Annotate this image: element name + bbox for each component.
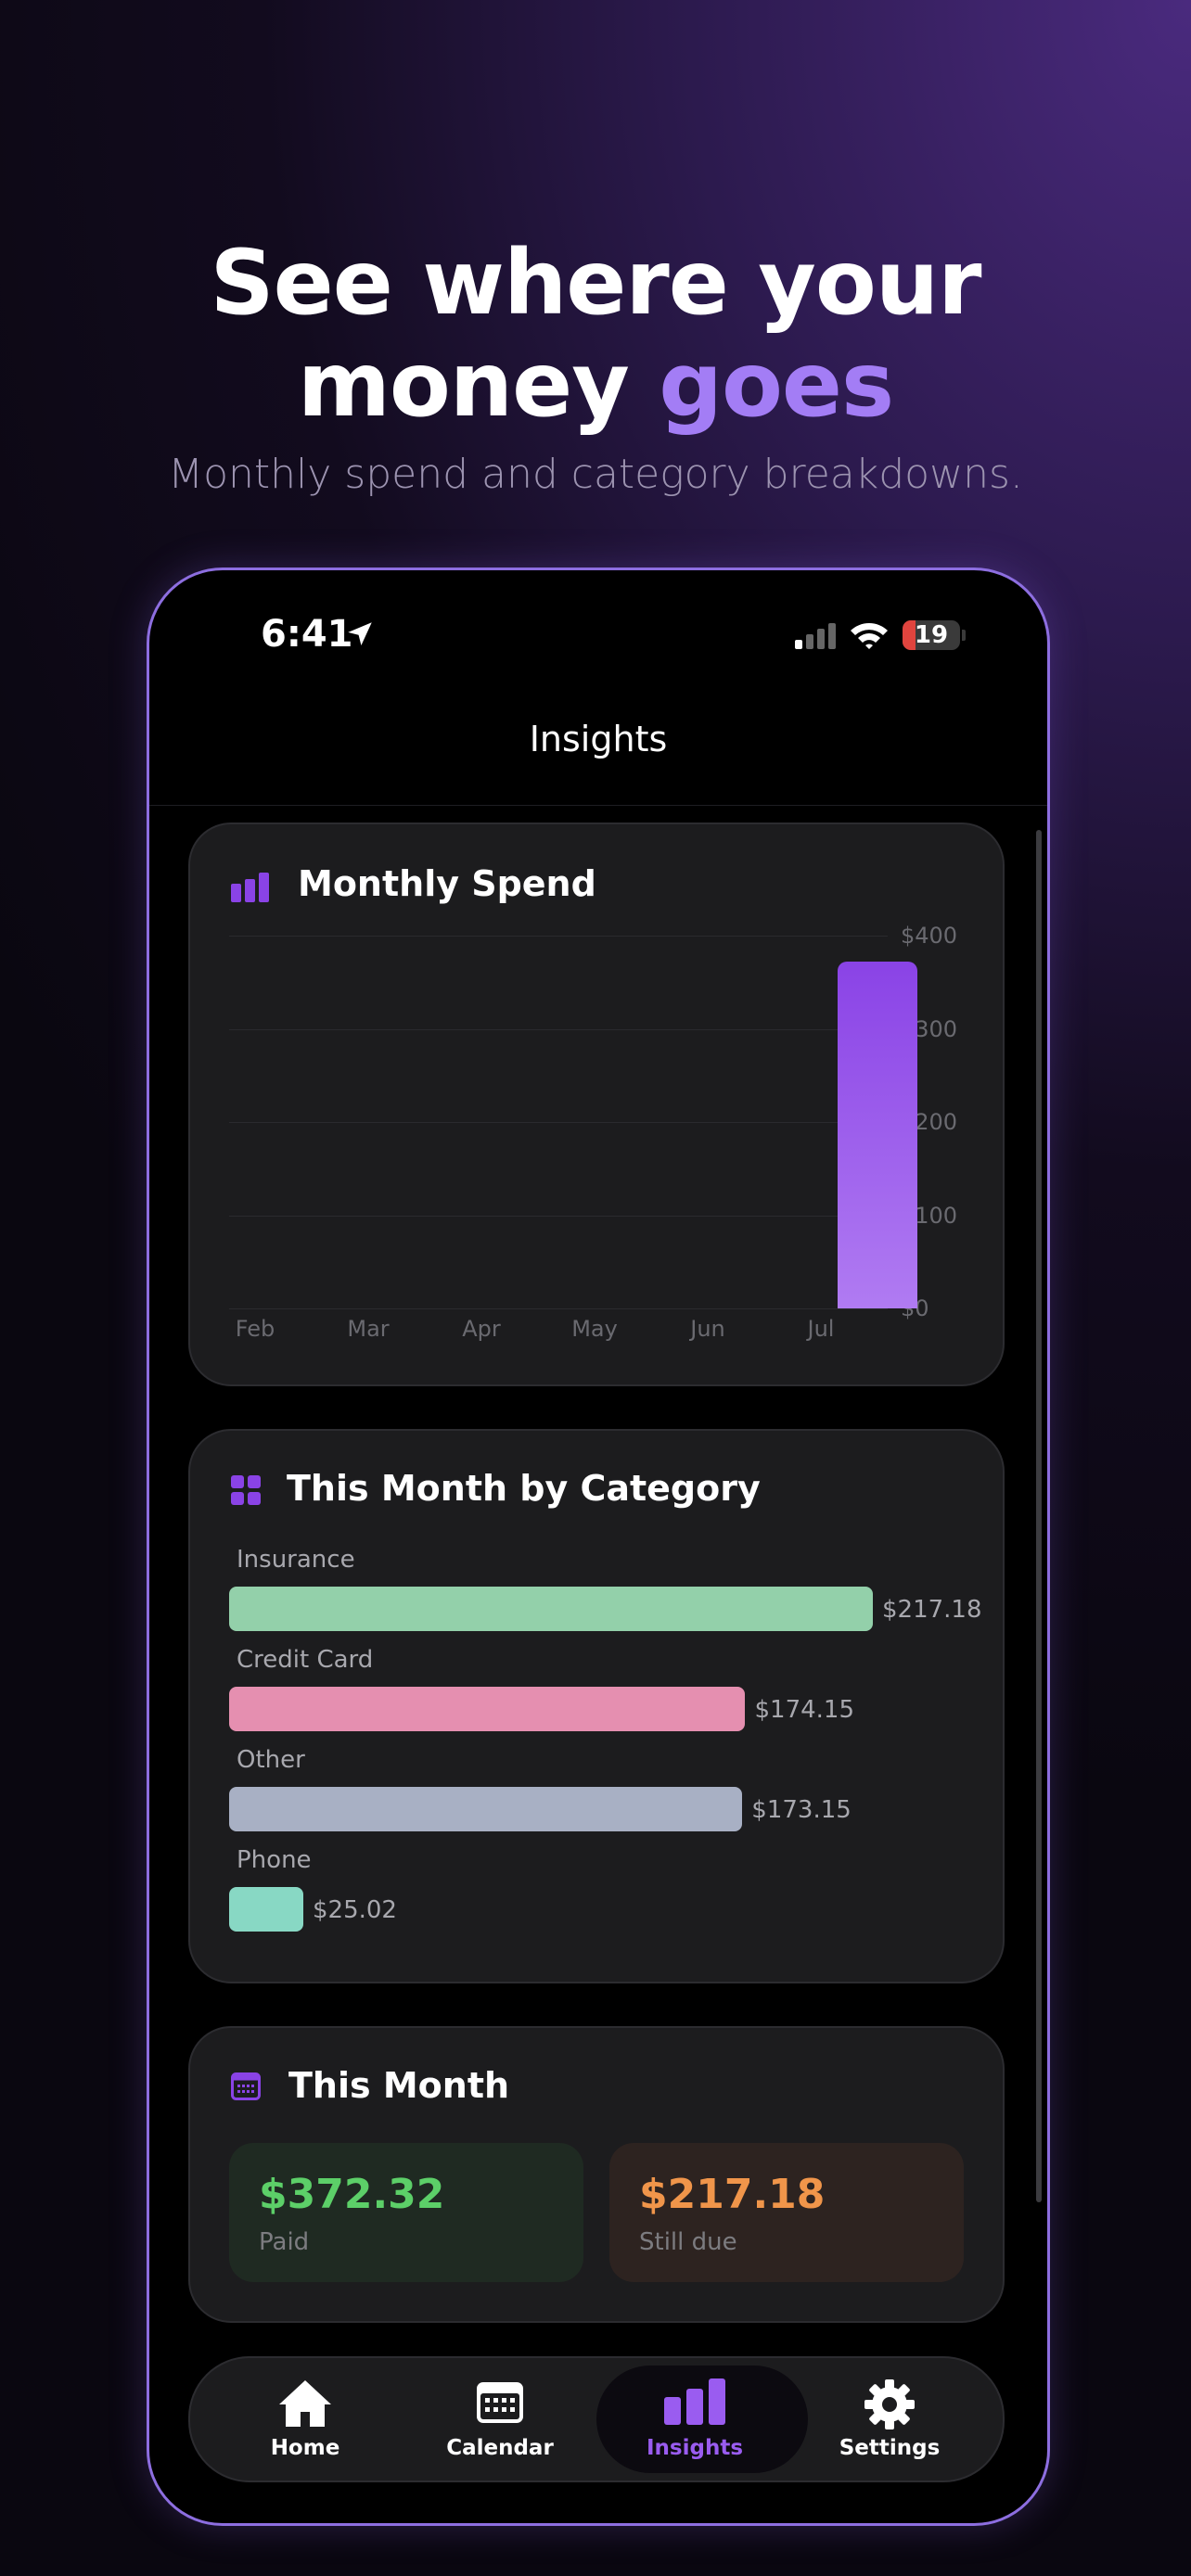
chart-x-tick: Jul (807, 1316, 835, 1342)
category-bar (229, 1587, 873, 1631)
phone-frame: 6:41 19 Insights (147, 567, 1050, 2526)
wifi-icon (851, 623, 888, 649)
calendar-icon (231, 2072, 261, 2100)
tab-bar: Home Calendar Insights (188, 2356, 1005, 2482)
grid-icon (231, 1475, 261, 1505)
category-title: This Month by Category (287, 1468, 761, 1509)
category-value: $25.02 (313, 1896, 397, 1924)
battery-level: 19 (914, 621, 949, 649)
monthly-spend-title: Monthly Spend (298, 863, 596, 904)
category-label: Other (237, 1746, 305, 1774)
tab-home[interactable]: Home (209, 2358, 402, 2480)
home-icon (279, 2380, 331, 2427)
this-month-card: This Month $372.32 Paid $217.18 Still du… (188, 2026, 1005, 2323)
tab-insights-label: Insights (646, 2436, 744, 2460)
category-label: Insurance (237, 1546, 355, 1574)
chart-y-tick: $400 (901, 923, 958, 949)
category-bar (229, 1787, 743, 1831)
chart-x-tick: Apr (462, 1316, 501, 1342)
paid-label: Paid (259, 2228, 310, 2256)
hero-subtitle: Monthly spend and category breakdowns. (168, 451, 1023, 498)
bar-chart-icon (231, 873, 269, 902)
nav-divider (149, 805, 1047, 806)
due-stat: $217.18 Still due (609, 2143, 964, 2282)
hero-title-accent: goes (659, 333, 894, 437)
gear-icon (864, 2379, 915, 2429)
chart-x-tick: Jun (690, 1316, 725, 1342)
tab-calendar[interactable]: Calendar (403, 2358, 596, 2480)
category-label: Credit Card (237, 1646, 374, 1674)
due-label: Still due (639, 2228, 737, 2256)
status-time: 6:41 (261, 613, 353, 656)
status-bar: 6:41 19 (149, 613, 1047, 678)
chart-gridline (229, 1308, 888, 1309)
chart-x-tick: May (571, 1316, 618, 1342)
due-amount: $217.18 (639, 2171, 826, 2218)
tab-insights[interactable]: Insights (596, 2358, 808, 2480)
hero-title-line1: See where your (210, 231, 981, 335)
this-month-title: This Month (288, 2065, 510, 2106)
chart-bar (838, 961, 917, 1308)
location-arrow-icon (348, 622, 372, 646)
monthly-spend-card: Monthly Spend $400 $300 $200 $100 $0 Feb Mar Ap… (188, 823, 1005, 1386)
chart-gridline (229, 1215, 888, 1217)
category-value: $174.15 (754, 1696, 855, 1724)
tab-calendar-label: Calendar (446, 2436, 554, 2460)
chart-gridline (229, 1122, 888, 1123)
cellular-signal-icon (795, 621, 836, 649)
category-value: $173.15 (751, 1796, 852, 1824)
paid-stat: $372.32 Paid (229, 2143, 583, 2282)
tab-settings-label: Settings (839, 2436, 941, 2460)
battery-icon: 19 (903, 620, 966, 650)
scrollbar[interactable] (1036, 830, 1042, 2202)
category-label: Phone (237, 1846, 312, 1874)
paid-amount: $372.32 (259, 2171, 445, 2218)
chart-gridline (229, 1028, 888, 1030)
chart-x-tick: Feb (235, 1316, 275, 1342)
hero-title: See where your money goes (0, 232, 1191, 436)
hero: See where your money goes Monthly spend … (0, 232, 1191, 498)
monthly-spend-chart: $400 $300 $200 $100 $0 Feb Mar Apr May Jun Jul (229, 923, 990, 1362)
chart-x-tick: Mar (347, 1316, 390, 1342)
tab-home-label: Home (270, 2436, 340, 2460)
page-title: Insights (529, 719, 668, 759)
category-bar (229, 1687, 746, 1731)
category-value: $217.18 (882, 1596, 982, 1624)
hero-title-line2: money (297, 333, 660, 437)
bar-chart-icon (664, 2378, 725, 2425)
tab-settings[interactable]: Settings (793, 2358, 986, 2480)
chart-gridline (229, 936, 888, 937)
category-card: This Month by Category Insurance $217.18 C… (188, 1429, 1005, 1983)
category-bar (229, 1887, 303, 1932)
calendar-icon (477, 2382, 523, 2423)
